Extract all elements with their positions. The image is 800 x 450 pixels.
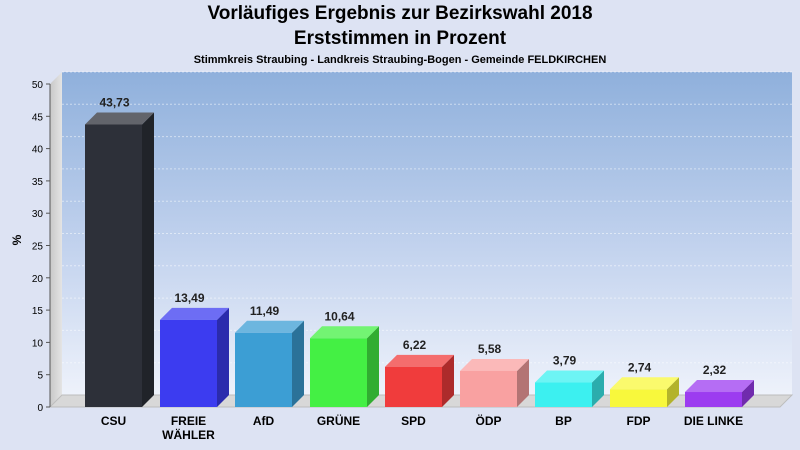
bar-top	[310, 326, 379, 339]
x-tick-label: FDP	[627, 414, 651, 428]
bar-side	[292, 320, 304, 407]
bar-front	[685, 392, 742, 407]
bar-top	[610, 377, 679, 390]
bar-value-label: 2,32	[703, 363, 727, 377]
y-axis-label: %	[10, 234, 24, 245]
bar-value-label: 11,49	[250, 304, 280, 318]
bar-side	[217, 307, 229, 407]
x-tick-label: CSU	[101, 414, 126, 428]
x-tick-label: SPD	[401, 414, 426, 428]
bar-front	[385, 366, 442, 407]
x-tick-label: WÄHLER	[162, 427, 215, 442]
bar	[310, 326, 379, 407]
bar-front	[235, 332, 292, 407]
bar-top	[385, 354, 454, 367]
bar-side	[142, 112, 154, 407]
y-tick-label: 15	[32, 306, 44, 317]
y-tick-label: 25	[32, 242, 44, 253]
bar-top	[460, 358, 529, 371]
bar-top	[535, 370, 604, 383]
x-tick-label: GRÜNE	[317, 413, 360, 428]
bar	[610, 377, 679, 407]
side-wall	[50, 72, 62, 407]
y-tick-label: 50	[32, 80, 44, 91]
bar-top	[85, 112, 154, 125]
x-tick-label: FREIE	[171, 414, 206, 428]
bar-front	[160, 319, 217, 407]
bar-value-label: 10,64	[324, 309, 354, 323]
bar-value-label: 13,49	[174, 291, 204, 305]
x-tick-label: DIE LINKE	[684, 414, 743, 428]
x-tick-label: ÖDP	[475, 413, 501, 428]
y-tick-label: 45	[32, 112, 44, 123]
bar-front	[535, 382, 592, 407]
y-tick-label: 40	[32, 145, 44, 156]
chart-title: Vorläufiges Ergebnis zur Bezirkswahl 201…	[207, 3, 593, 24]
bar-value-label: 43,73	[99, 96, 129, 110]
bar-top	[685, 380, 754, 393]
y-tick-label: 0	[37, 403, 43, 414]
bar-side	[517, 358, 529, 407]
y-tick-label: 10	[32, 338, 44, 349]
bar-value-label: 2,74	[628, 360, 652, 374]
bar	[85, 112, 154, 407]
bar-side	[592, 370, 604, 407]
chart-subtitle: Erststimmen in Prozent	[293, 28, 507, 49]
y-tick-label: 30	[32, 209, 44, 220]
bar	[460, 358, 529, 407]
bar-front	[610, 389, 667, 407]
bar	[160, 307, 229, 407]
bar	[535, 370, 604, 407]
bar	[235, 320, 304, 407]
bar-value-label: 3,79	[553, 354, 577, 368]
y-tick-label: 20	[32, 274, 44, 285]
bar-top	[160, 307, 229, 320]
bar	[385, 354, 454, 407]
bar-side	[442, 354, 454, 407]
bar-side	[742, 380, 754, 407]
bar-top	[235, 320, 304, 333]
bar	[685, 380, 754, 407]
x-tick-label: AfD	[253, 414, 275, 428]
y-tick-label: 35	[32, 177, 44, 188]
chart-location-subtitle: Stimmkreis Straubing - Landkreis Straubi…	[193, 54, 607, 66]
y-tick-label: 5	[37, 371, 43, 382]
bar-front	[85, 124, 142, 407]
x-tick-label: BP	[555, 414, 572, 428]
bar-front	[460, 370, 517, 407]
bar-front	[310, 338, 367, 407]
bar-side	[367, 326, 379, 407]
bar-value-label: 5,58	[478, 342, 502, 356]
bar-value-label: 6,22	[403, 338, 427, 352]
bar-side	[667, 377, 679, 407]
